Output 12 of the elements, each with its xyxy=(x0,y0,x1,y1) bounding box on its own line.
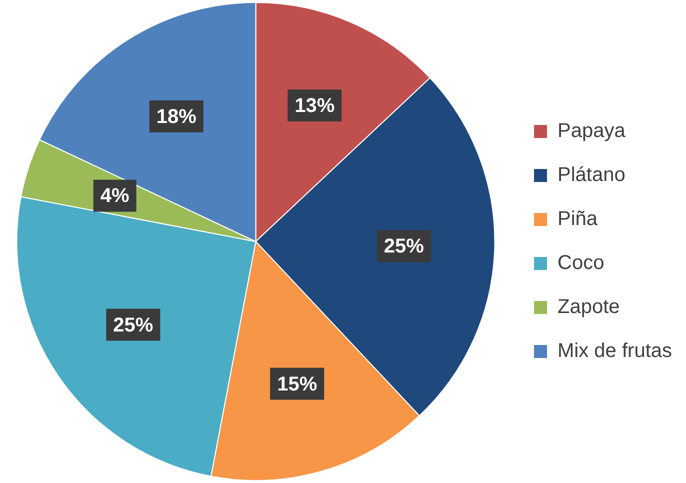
legend-label: Mix de frutas xyxy=(558,340,672,362)
data-label: 15% xyxy=(277,373,318,396)
data-label: 18% xyxy=(156,106,197,128)
legend-label: Coco xyxy=(558,252,604,274)
data-label: 25% xyxy=(113,314,154,336)
legend-label: Papaya xyxy=(558,120,626,142)
data-label: 13% xyxy=(294,95,335,118)
data-label: 25% xyxy=(384,236,424,258)
data-label: 4% xyxy=(100,185,130,208)
legend-label: Piña xyxy=(558,208,598,230)
legend-label: Plátano xyxy=(558,164,626,186)
legend-label: Zapote xyxy=(558,296,620,318)
